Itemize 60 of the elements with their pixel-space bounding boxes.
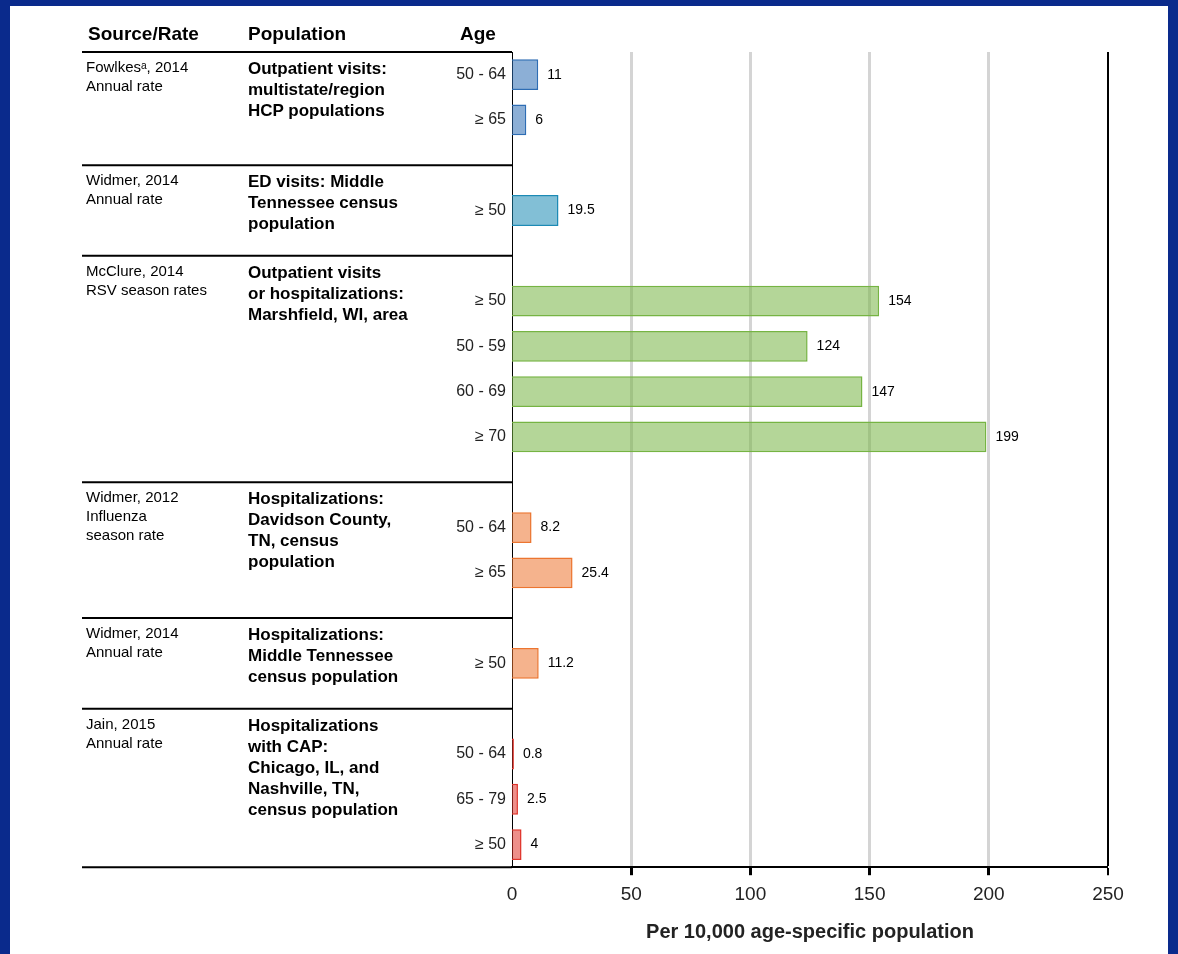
text: Population (248, 23, 347, 44)
bar (512, 648, 539, 679)
bar (512, 59, 539, 91)
bar (512, 557, 573, 589)
y-tick-label: ≥ 50 (474, 834, 507, 852)
data-label: 4 (530, 835, 539, 852)
text: Hospitalizations: Davidson County, TN, census population (248, 489, 392, 572)
y-tick-label: ≥ 50 (474, 653, 507, 671)
y-tick-label: ≥ 65 (474, 563, 507, 581)
bar (512, 330, 808, 362)
bar (512, 829, 522, 860)
data-label: 147 (871, 382, 896, 399)
x-tick-label: 100 (734, 882, 767, 904)
text: Hospitalizations with CAP: Chicago, IL, and Nashville, TN, census population (247, 715, 399, 819)
y-tick-label: ≥ 50 (474, 291, 507, 309)
bar (512, 783, 518, 815)
data-label: 2.5 (526, 790, 547, 807)
y-tick-label: ≥ 65 (474, 110, 507, 128)
y-tick-label: 60 - 69 (456, 382, 507, 400)
data-label: 8.2 (540, 518, 561, 535)
data-label: 25.4 (581, 563, 610, 580)
bar (512, 285, 880, 317)
y-tick-label: 50 - 64 (456, 744, 507, 762)
x-tick-label: 200 (972, 882, 1005, 904)
data-label: 154 (888, 291, 912, 308)
text: Fowlkesᵃ, 2014 Annual rate (86, 58, 189, 94)
text: Outpatient visits or hospitalizations: Marshfield, WI, area (248, 262, 409, 324)
y-tick-label: ≥ 70 (474, 427, 507, 445)
text: Widmer, 2012 Influenza season rate (86, 488, 179, 544)
data-label: 199 (995, 427, 1019, 444)
text: Outpatient visits: multistate/region HCP populations (248, 59, 387, 120)
text: Hospitalizations: Middle Tennessee census population (248, 625, 399, 687)
text: Jain, 2015 Annual rate (86, 714, 163, 751)
x-tick-label: 50 (620, 882, 642, 904)
x-tick-label: 250 (1092, 882, 1124, 904)
text: Widmer, 2014 Annual rate (86, 171, 179, 208)
text: Widmer, 2014 Annual rate (86, 624, 179, 661)
data-label: 124 (816, 337, 841, 354)
bar (512, 421, 987, 453)
x-tick-label: 150 (853, 882, 886, 904)
y-tick-label: 50 - 64 (456, 517, 507, 535)
y-tick-label: 50 - 59 (456, 336, 507, 354)
x-tick-label: 0 (506, 882, 518, 904)
y-tick-label: 65 - 79 (456, 789, 507, 807)
bar (512, 512, 532, 543)
data-label: 0.8 (522, 744, 543, 761)
data-label: 11 (547, 65, 562, 82)
bar (512, 104, 527, 136)
y-tick-label: 50 - 64 (456, 65, 507, 83)
bar (512, 376, 863, 408)
text: Age (460, 23, 496, 44)
y-tick-label: ≥ 50 (474, 200, 507, 218)
bar (512, 195, 559, 226)
text: McClure, 2014 RSV season rates (86, 261, 207, 298)
data-label: 6 (535, 110, 544, 127)
data-label: 19.5 (567, 201, 595, 218)
data-label: 11.2 (547, 654, 575, 671)
x-axis-title: Per 10,000 age-specific population (646, 919, 974, 942)
source-note: Source/Rate (88, 23, 199, 44)
text: ED visits: Middle Tennessee census population (248, 172, 398, 234)
